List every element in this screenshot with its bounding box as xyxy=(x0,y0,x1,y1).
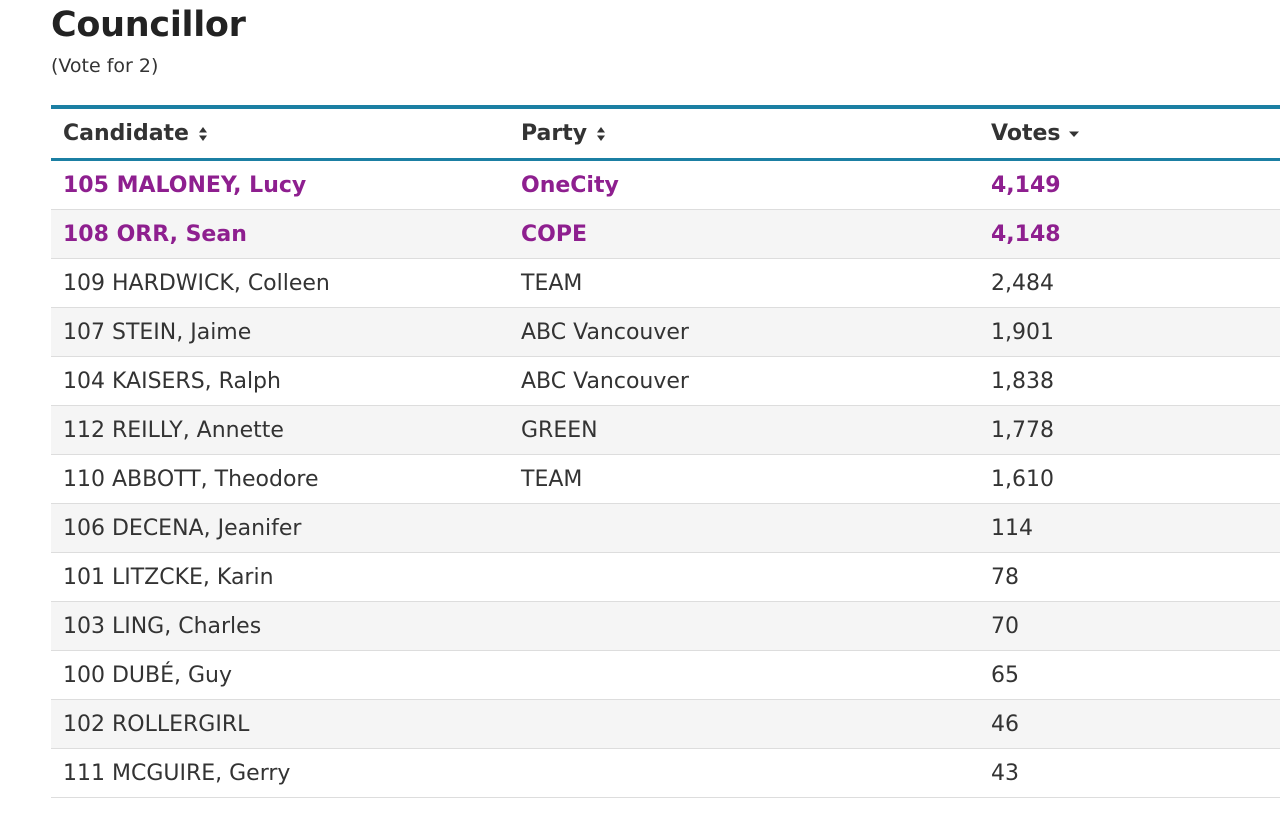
candidate-party: ABC Vancouver xyxy=(521,319,689,345)
candidate-party: GREEN xyxy=(521,417,598,443)
table-row: 105 MALONEY, Lucy OneCity 4,149 xyxy=(51,161,1280,210)
candidate-column-header[interactable]: Candidate xyxy=(51,121,521,146)
candidate-name: 112 REILLY, Annette xyxy=(63,417,284,443)
contest-subtitle: (Vote for 2) xyxy=(51,55,159,77)
candidate-name: 111 MCGUIRE, Gerry xyxy=(63,760,291,786)
table-row: 101 LITZCKE, Karin 78 xyxy=(51,553,1280,602)
party-column-header[interactable]: Party xyxy=(521,121,991,146)
table-row: 104 KAISERS, Ralph ABC Vancouver 1,838 xyxy=(51,357,1280,406)
candidate-header-label: Candidate xyxy=(63,121,189,146)
candidate-votes: 1,901 xyxy=(991,319,1054,345)
candidate-votes: 114 xyxy=(991,515,1033,541)
candidate-votes: 4,148 xyxy=(991,221,1061,247)
candidate-party: TEAM xyxy=(521,466,583,492)
candidate-party: TEAM xyxy=(521,270,583,296)
votes-column-header[interactable]: Votes xyxy=(991,121,1280,146)
table-row: 102 ROLLERGIRL 46 xyxy=(51,700,1280,749)
sort-both-icon[interactable] xyxy=(198,125,208,143)
candidate-name: 102 ROLLERGIRL xyxy=(63,711,250,737)
table-row: 106 DECENA, Jeanifer 114 xyxy=(51,504,1280,553)
candidate-name: 104 KAISERS, Ralph xyxy=(63,368,281,394)
results-table: Candidate Party Votes 105 MALONEY, Lucy O… xyxy=(51,105,1280,798)
candidate-name: 101 LITZCKE, Karin xyxy=(63,564,274,590)
table-body: 105 MALONEY, Lucy OneCity 4,149 108 ORR, Se… xyxy=(51,161,1280,798)
table-header: Candidate Party Votes xyxy=(51,109,1280,161)
table-row: 109 HARDWICK, Colleen TEAM 2,484 xyxy=(51,259,1280,308)
table-row: 111 MCGUIRE, Gerry 43 xyxy=(51,749,1280,798)
party-header-label: Party xyxy=(521,121,588,146)
candidate-votes: 65 xyxy=(991,662,1019,688)
sort-descending-icon[interactable] xyxy=(1069,125,1080,143)
votes-header-label: Votes xyxy=(991,121,1061,146)
candidate-votes: 4,149 xyxy=(991,172,1061,198)
table-row: 110 ABBOTT, Theodore TEAM 1,610 xyxy=(51,455,1280,504)
contest-title: Councillor xyxy=(51,5,246,45)
candidate-votes: 2,484 xyxy=(991,270,1054,296)
candidate-name: 105 MALONEY, Lucy xyxy=(63,172,307,198)
candidate-votes: 43 xyxy=(991,760,1019,786)
table-row: 103 LING, Charles 70 xyxy=(51,602,1280,651)
candidate-name: 109 HARDWICK, Colleen xyxy=(63,270,330,296)
candidate-name: 108 ORR, Sean xyxy=(63,221,247,247)
sort-both-icon[interactable] xyxy=(596,125,606,143)
candidate-votes: 78 xyxy=(991,564,1019,590)
candidate-votes: 1,610 xyxy=(991,466,1054,492)
candidate-votes: 70 xyxy=(991,613,1019,639)
candidate-name: 106 DECENA, Jeanifer xyxy=(63,515,302,541)
candidate-name: 103 LING, Charles xyxy=(63,613,262,639)
candidate-party: ABC Vancouver xyxy=(521,368,689,394)
candidate-votes: 1,778 xyxy=(991,417,1054,443)
table-row: 107 STEIN, Jaime ABC Vancouver 1,901 xyxy=(51,308,1280,357)
candidate-party: COPE xyxy=(521,221,587,247)
candidate-votes: 46 xyxy=(991,711,1019,737)
table-row: 112 REILLY, Annette GREEN 1,778 xyxy=(51,406,1280,455)
candidate-votes: 1,838 xyxy=(991,368,1054,394)
table-row: 100 DUBÉ, Guy 65 xyxy=(51,651,1280,700)
candidate-name: 110 ABBOTT, Theodore xyxy=(63,466,319,492)
candidate-name: 100 DUBÉ, Guy xyxy=(63,662,233,688)
candidate-name: 107 STEIN, Jaime xyxy=(63,319,252,345)
table-row: 108 ORR, Sean COPE 4,148 xyxy=(51,210,1280,259)
candidate-party: OneCity xyxy=(521,172,619,198)
